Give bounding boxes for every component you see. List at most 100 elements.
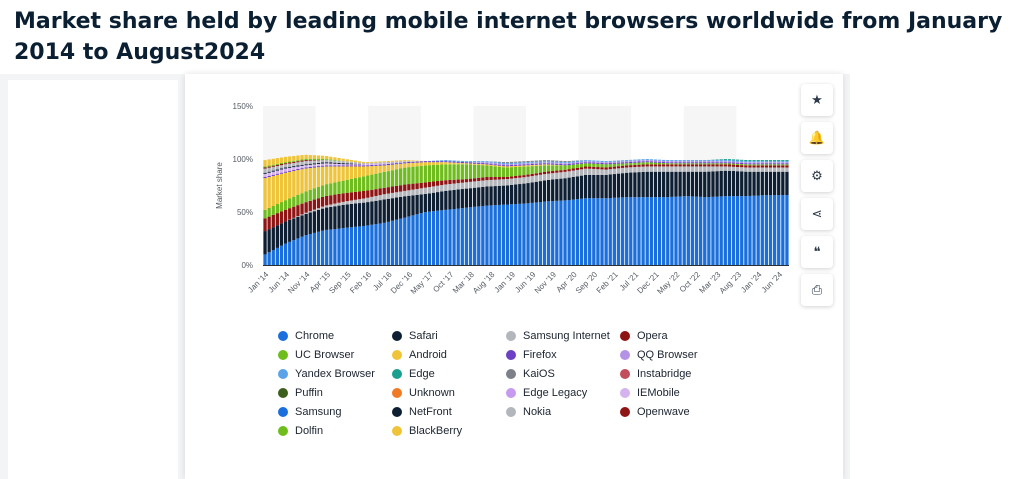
bar-segment — [279, 169, 284, 173]
legend-item[interactable]: Chrome — [278, 329, 392, 343]
legend-label: Yandex Browser — [295, 368, 375, 380]
legend-item[interactable]: NetFront — [392, 405, 506, 419]
bar-segment — [583, 163, 588, 167]
legend-item[interactable]: BlackBerry — [392, 424, 506, 438]
bar-segment — [386, 163, 390, 164]
legend-item[interactable]: Firefox — [506, 348, 620, 362]
bar-segment — [399, 168, 403, 186]
legend-item[interactable]: Dolfin — [278, 424, 392, 438]
bar-segment — [588, 162, 592, 164]
bar-segment — [288, 208, 292, 220]
bar-segment — [530, 202, 534, 265]
bar-segment — [325, 160, 329, 163]
bar-segment — [386, 162, 390, 164]
star-button[interactable]: ★ — [801, 84, 833, 116]
legend-item[interactable]: Opera — [620, 329, 734, 343]
bar-segment — [571, 164, 575, 169]
bar-segment — [526, 161, 530, 163]
legend-item[interactable]: Edge — [392, 367, 506, 381]
legend-item[interactable]: UC Browser — [278, 348, 392, 362]
legend-item[interactable]: Samsung Internet — [506, 329, 620, 343]
bar-segment — [308, 155, 312, 159]
legend-item[interactable]: Instabridge — [620, 367, 734, 381]
bar-segment — [592, 168, 596, 175]
bar-segment — [312, 160, 317, 161]
legend-item[interactable]: IEMobile — [620, 386, 734, 400]
bar-segment — [407, 190, 411, 196]
bar-segment — [263, 166, 267, 168]
bar-segment — [629, 197, 633, 265]
y-axis-label: Market share — [215, 162, 224, 209]
bar-segment — [768, 160, 773, 162]
bar-segment — [764, 161, 769, 163]
bar-segment — [735, 162, 740, 164]
bar-segment — [468, 164, 473, 179]
bar-segment — [748, 162, 752, 164]
gear-button[interactable]: ⚙ — [801, 160, 833, 192]
bell-button[interactable]: 🔔 — [801, 122, 833, 154]
x-tick-label: Aug '18 — [471, 270, 497, 296]
print-button[interactable]: ⎙ — [801, 274, 833, 306]
legend-item[interactable]: Openwave — [620, 405, 734, 419]
legend-item[interactable]: Safari — [392, 329, 506, 343]
legend-item[interactable]: Yandex Browser — [278, 367, 392, 381]
bar-segment — [456, 161, 460, 163]
legend-marker — [620, 388, 630, 398]
bar-segment — [772, 161, 777, 163]
bar-segment — [526, 162, 530, 164]
bar-segment — [296, 194, 300, 206]
bar-segment — [493, 163, 497, 165]
bar-segment — [415, 162, 419, 167]
legend-item[interactable]: Puffin — [278, 386, 392, 400]
bar-segment — [551, 171, 555, 174]
bar-segment — [760, 163, 764, 165]
quote-button[interactable]: ❝ — [801, 236, 833, 268]
legend-item[interactable]: KaiOS — [506, 367, 620, 381]
bar-segment — [719, 196, 723, 265]
bar-segment — [514, 165, 518, 167]
bar-segment — [292, 162, 296, 167]
bar-segment — [690, 196, 695, 265]
bar-segment — [649, 164, 653, 167]
bar-segment — [312, 199, 317, 210]
legend-marker — [278, 369, 288, 379]
bar-segment — [760, 165, 764, 168]
bar-segment — [542, 171, 547, 175]
bar-segment — [493, 186, 497, 206]
bar-segment — [781, 160, 785, 162]
legend-item[interactable]: Edge Legacy — [506, 386, 620, 400]
bar-segment — [588, 166, 592, 169]
bar-segment — [542, 165, 547, 172]
bar-segment — [653, 164, 658, 167]
bar-segment — [357, 226, 362, 265]
bar-segment — [526, 163, 530, 165]
bar-segment — [735, 164, 740, 167]
bar-segment — [505, 164, 510, 166]
share-button[interactable]: ⋖ — [801, 198, 833, 230]
bar-segment — [740, 161, 744, 163]
bar-segment — [637, 160, 641, 162]
bar-segment — [583, 160, 588, 162]
legend-item[interactable]: Android — [392, 348, 506, 362]
bar-segment — [612, 163, 616, 167]
bell-icon: 🔔 — [808, 130, 826, 145]
bar-segment — [699, 196, 703, 265]
bar-segment — [394, 160, 399, 162]
bar-segment — [436, 160, 440, 162]
bar-segment — [333, 194, 337, 204]
legend-item[interactable]: Nokia — [506, 405, 620, 419]
bar-segment — [555, 163, 559, 165]
bar-segment — [686, 161, 690, 163]
bar-segment — [526, 165, 530, 167]
bar-segment — [633, 167, 637, 173]
bar-segment — [649, 162, 653, 165]
bar-segment — [374, 189, 378, 196]
legend-item[interactable]: QQ Browser — [620, 348, 734, 362]
bar-segment — [735, 163, 740, 165]
bar-segment — [448, 179, 452, 184]
bar-segment — [399, 196, 403, 219]
bar-segment — [583, 162, 588, 164]
bar-segment — [740, 171, 744, 197]
legend-item[interactable]: Unknown — [392, 386, 506, 400]
legend-item[interactable]: Samsung — [278, 405, 392, 419]
